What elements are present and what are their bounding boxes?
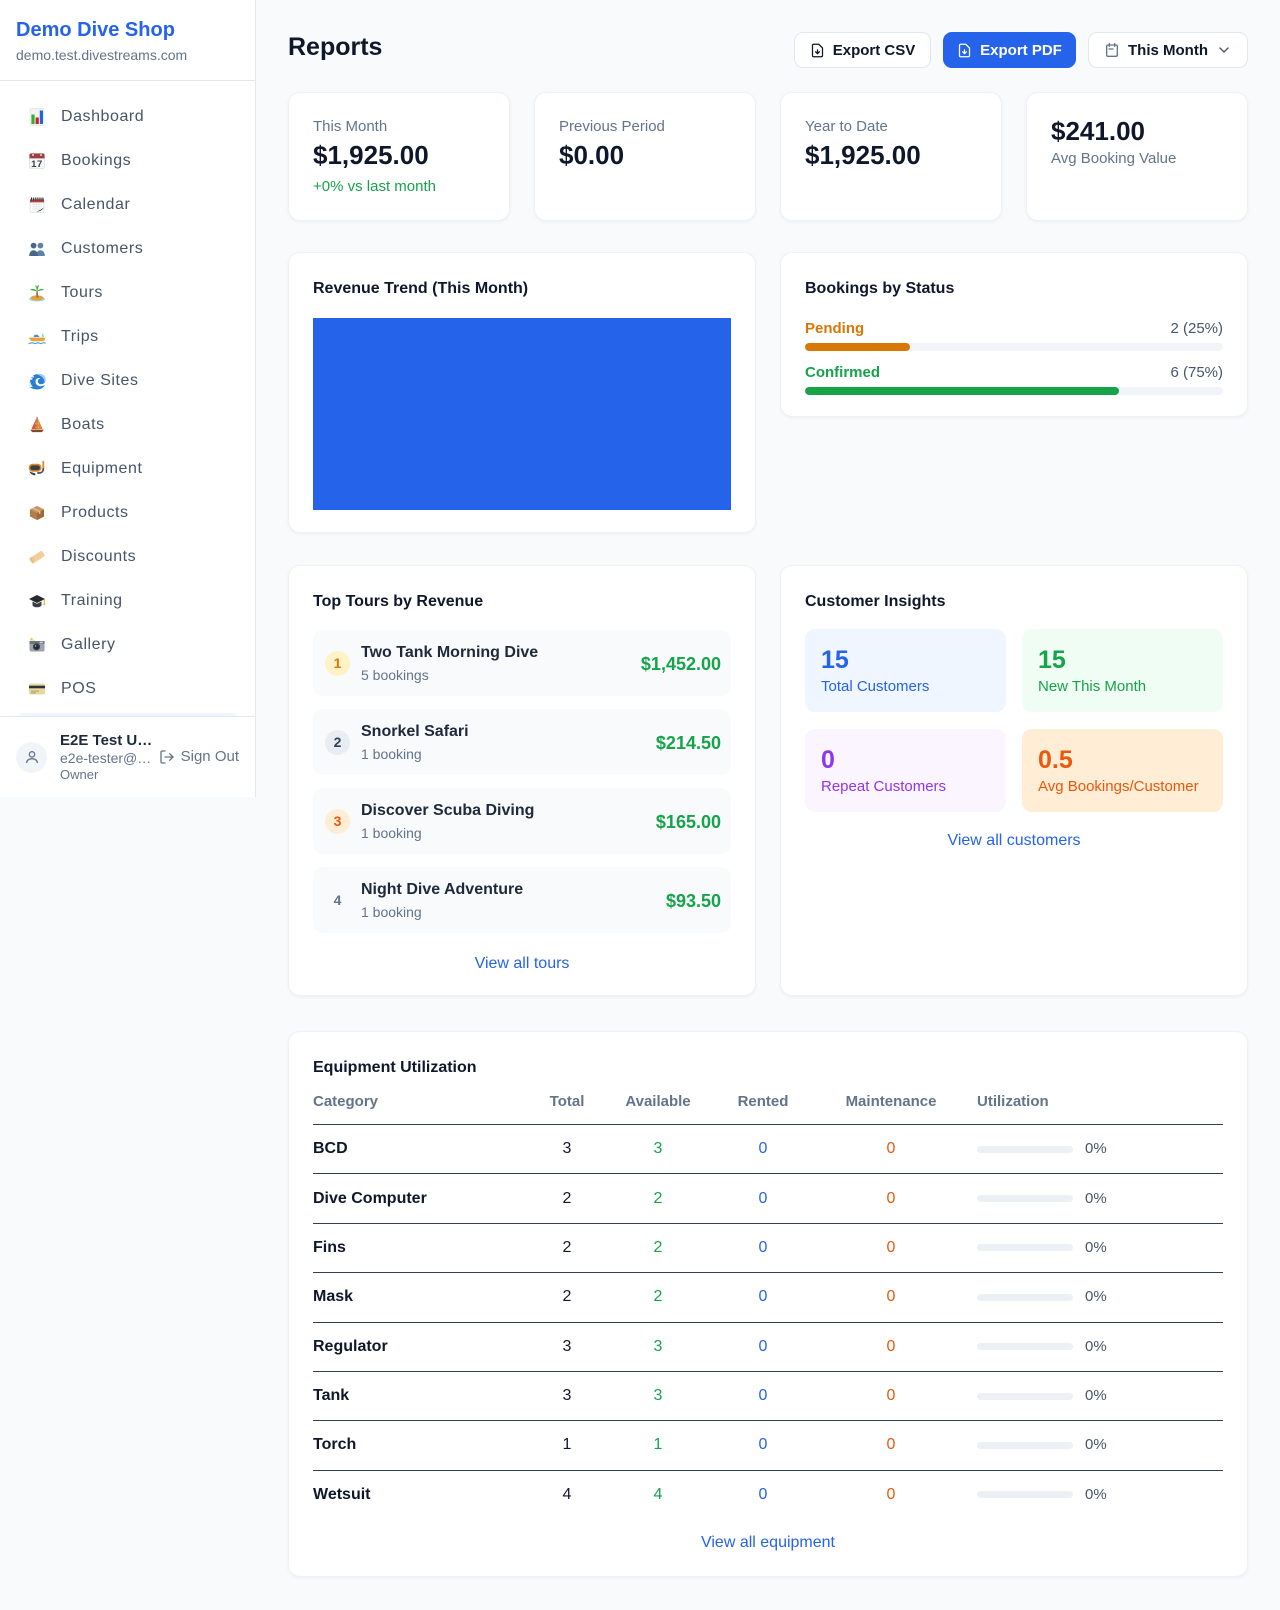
- svg-text:17: 17: [31, 159, 43, 170]
